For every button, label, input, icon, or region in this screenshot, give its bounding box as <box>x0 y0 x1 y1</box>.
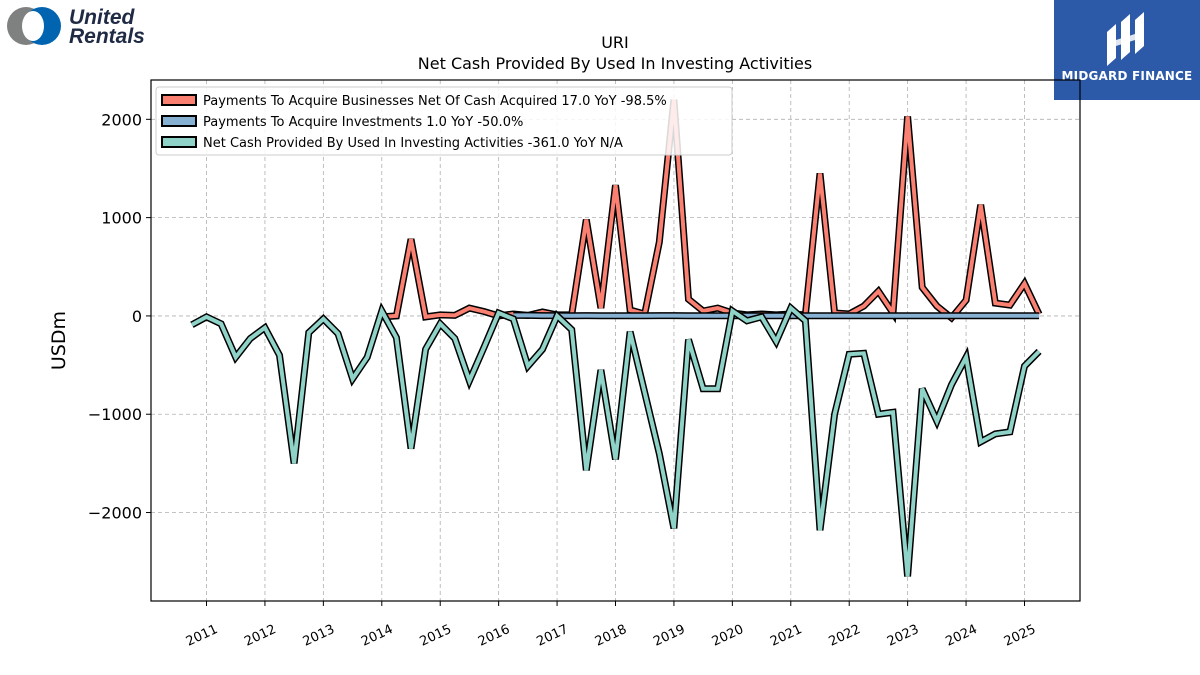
legend-label: Payments To Acquire Businesses Net Of Ca… <box>203 94 667 109</box>
chart-title-block: URI Net Cash Provided By Used In Investi… <box>0 32 1200 74</box>
x-tick-label: 2011 <box>184 622 220 650</box>
midgard-finance-mark-icon <box>1107 12 1144 66</box>
legend-label: Payments To Acquire Investments 1.0 YoY … <box>203 115 523 130</box>
x-tick-label: 2019 <box>651 622 687 650</box>
x-tick-label: 2016 <box>476 622 512 650</box>
legend-swatch <box>161 115 197 127</box>
y-tick-label: 0 <box>132 307 142 326</box>
company-name: United Rentals <box>69 6 145 48</box>
x-tick-label: 2022 <box>827 622 863 650</box>
company-name-line2: Rentals <box>69 25 145 48</box>
y-tick-label: −1000 <box>88 405 142 424</box>
x-tick-label: 2017 <box>534 622 570 650</box>
series-line-2 <box>190 304 1041 577</box>
company-name-line1: United <box>69 6 135 29</box>
y-tick-label: 2000 <box>101 110 142 129</box>
united-rentals-logo: United Rentals <box>6 4 166 48</box>
legend: Payments To Acquire Businesses Net Of Ca… <box>155 86 733 156</box>
midgard-finance-badge: MIDGARD FINANCE <box>1054 0 1200 100</box>
legend-swatch <box>161 94 197 106</box>
chart-title: URI <box>601 33 629 52</box>
x-tick-label: 2023 <box>885 622 921 650</box>
legend-box <box>155 86 733 156</box>
y-tick-label: −2000 <box>88 504 142 523</box>
united-rentals-emblem-icon <box>7 7 61 45</box>
x-tick-label: 2013 <box>301 622 337 650</box>
legend-swatch <box>161 136 197 148</box>
chart-subtitle: Net Cash Provided By Used In Investing A… <box>417 54 813 73</box>
legend-label: Net Cash Provided By Used In Investing A… <box>203 136 623 151</box>
y-axis-label: USDm <box>48 311 70 370</box>
x-tick-label: 2014 <box>359 622 395 650</box>
y-tick-label: 1000 <box>101 209 142 228</box>
x-tick-label: 2012 <box>242 622 278 650</box>
x-tick-label: 2025 <box>1002 622 1038 650</box>
midgard-finance-label: MIDGARD FINANCE <box>1061 69 1193 83</box>
x-tick-label: 2024 <box>943 622 979 650</box>
series-line-0 <box>381 99 1041 321</box>
x-tick-label: 2021 <box>768 622 804 650</box>
x-tick-label: 2018 <box>593 622 629 650</box>
x-tick-label: 2015 <box>418 622 454 650</box>
x-tick-label: 2020 <box>710 622 746 650</box>
